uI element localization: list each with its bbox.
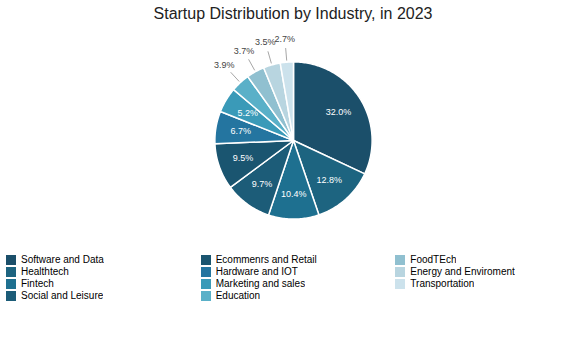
- html-text:Hardware and IOT: Hardware and IOT: [215, 266, 298, 277]
- svg-text:9.7%: 9.7%: [252, 179, 273, 189]
- html-text:Ecommenrs and Retail: Ecommenrs and Retail: [215, 254, 317, 265]
- html-text:FoodTEch: FoodTEch: [410, 254, 457, 265]
- svg-text:3.9%: 3.9%: [214, 60, 235, 70]
- html-text:Startup Distribution by Indust: Startup Distribution by Industry, in 202…: [153, 5, 433, 22]
- html-text:Marketing and sales: Marketing and sales: [215, 278, 306, 289]
- html-text:Education: Education: [215, 290, 261, 301]
- html-text:Social and Leisure: Social and Leisure: [21, 290, 104, 301]
- svg-text:5.2%: 5.2%: [237, 108, 258, 118]
- svg-text:12.8%: 12.8%: [316, 175, 342, 185]
- svg-text:32.0%: 32.0%: [326, 107, 352, 117]
- html-text:Energy and Enviroment: Energy and Enviroment: [410, 266, 515, 277]
- html-text:Transportation: Transportation: [410, 278, 475, 289]
- svg-text:10.4%: 10.4%: [281, 189, 307, 199]
- html-text:Fintech: Fintech: [21, 278, 54, 289]
- svg-text:2.7%: 2.7%: [275, 34, 296, 44]
- svg-text:9.5%: 9.5%: [233, 153, 254, 163]
- html-text:Software and Data: Software and Data: [21, 254, 104, 265]
- svg-text:3.5%: 3.5%: [255, 37, 276, 47]
- svg-text:3.7%: 3.7%: [234, 46, 255, 56]
- svg-text:6.7%: 6.7%: [231, 126, 252, 136]
- html-text:Healthtech: Healthtech: [21, 266, 69, 277]
